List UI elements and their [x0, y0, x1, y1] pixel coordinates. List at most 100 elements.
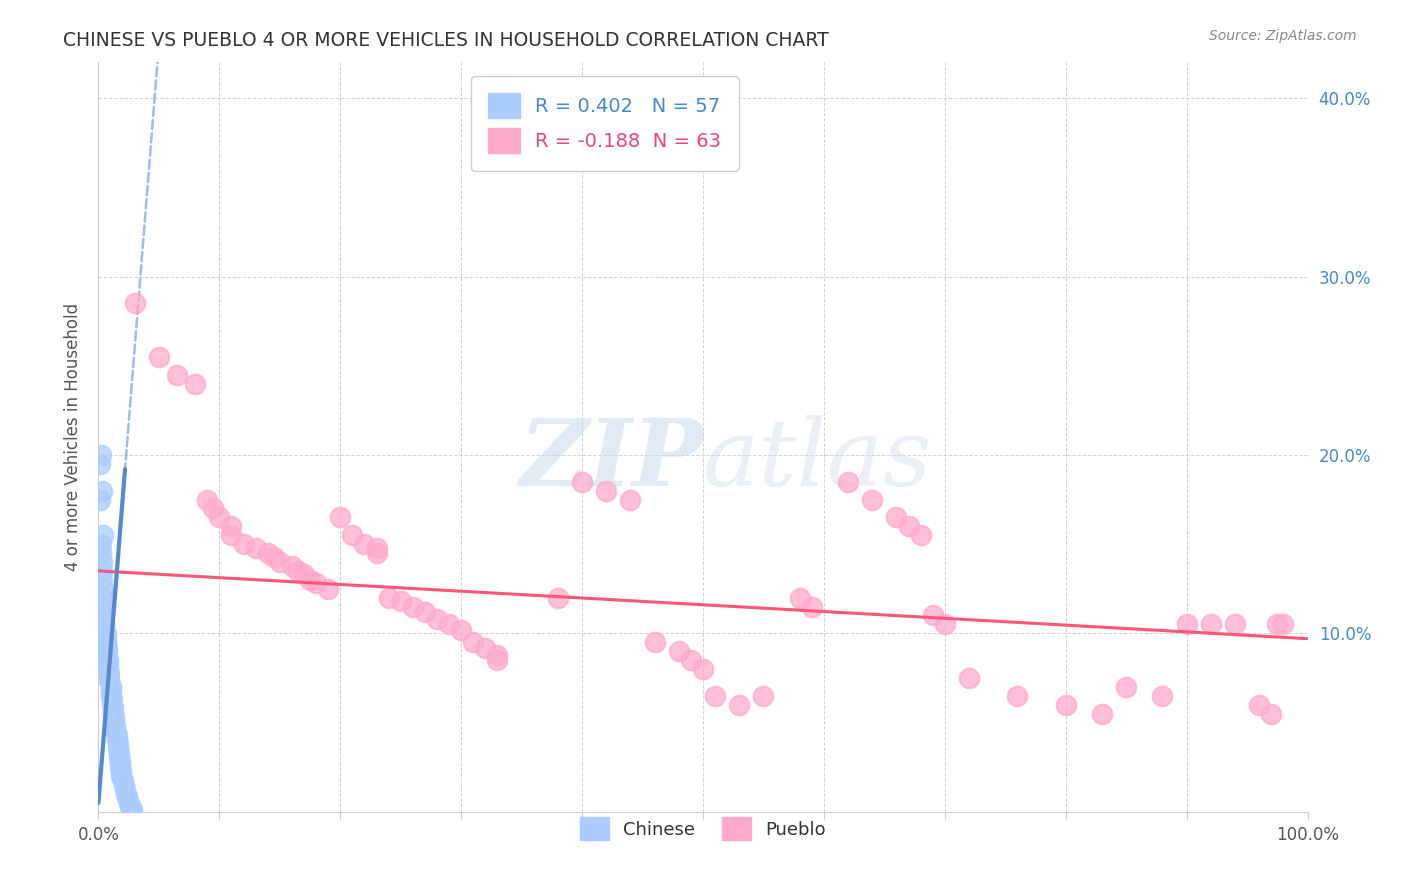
Point — [1054, 698, 1077, 712]
Point — [389, 594, 412, 608]
Point — [800, 599, 823, 614]
Point — [269, 555, 291, 569]
Point — [108, 755, 131, 769]
Point — [402, 599, 425, 614]
Point — [91, 582, 114, 596]
Point — [202, 501, 225, 516]
Point — [121, 803, 143, 817]
Point — [221, 528, 243, 542]
Point — [96, 640, 118, 655]
Point — [91, 564, 114, 578]
Point — [221, 519, 243, 533]
Point — [463, 635, 485, 649]
Point — [281, 558, 304, 573]
Point — [728, 698, 751, 712]
Point — [124, 296, 146, 310]
Point — [107, 742, 129, 756]
Point — [342, 528, 364, 542]
Point — [91, 591, 114, 605]
Point — [263, 549, 285, 564]
Point — [96, 644, 118, 658]
Text: ZIP: ZIP — [519, 415, 703, 505]
Point — [377, 591, 399, 605]
Point — [1091, 706, 1114, 721]
Point — [100, 692, 122, 706]
Point — [105, 733, 128, 747]
Point — [108, 746, 131, 760]
Point — [89, 457, 111, 471]
Point — [100, 680, 122, 694]
Point — [110, 764, 132, 778]
Point — [934, 617, 956, 632]
Point — [89, 492, 111, 507]
Point — [103, 715, 125, 730]
Point — [90, 546, 112, 560]
Legend: Chinese, Pueblo: Chinese, Pueblo — [572, 810, 834, 847]
Text: atlas: atlas — [703, 415, 932, 505]
Point — [117, 790, 139, 805]
Point — [1272, 617, 1295, 632]
Point — [256, 546, 278, 560]
Point — [120, 801, 142, 815]
Point — [103, 710, 125, 724]
Point — [100, 689, 122, 703]
Point — [789, 591, 811, 605]
Point — [1115, 680, 1137, 694]
Point — [115, 787, 138, 801]
Point — [619, 492, 641, 507]
Point — [110, 769, 132, 783]
Y-axis label: 4 or more Vehicles in Household: 4 or more Vehicles in Household — [65, 303, 83, 571]
Point — [97, 662, 120, 676]
Point — [305, 576, 328, 591]
Point — [107, 737, 129, 751]
Point — [353, 537, 375, 551]
Point — [860, 492, 883, 507]
Point — [111, 772, 134, 787]
Point — [98, 674, 121, 689]
Point — [366, 541, 388, 555]
Point — [957, 671, 980, 685]
Point — [910, 528, 932, 542]
Point — [366, 546, 388, 560]
Point — [886, 510, 908, 524]
Point — [547, 591, 569, 605]
Point — [96, 648, 118, 662]
Point — [208, 510, 231, 524]
Point — [93, 608, 115, 623]
Point — [91, 573, 114, 587]
Point — [91, 555, 114, 569]
Point — [1267, 617, 1289, 632]
Point — [98, 671, 121, 685]
Point — [195, 492, 218, 507]
Point — [897, 519, 920, 533]
Point — [679, 653, 702, 667]
Point — [101, 706, 124, 721]
Point — [94, 635, 117, 649]
Point — [112, 778, 135, 792]
Point — [571, 475, 593, 489]
Point — [450, 623, 472, 637]
Point — [93, 617, 115, 632]
Point — [97, 653, 120, 667]
Point — [232, 537, 254, 551]
Point — [98, 665, 121, 680]
Point — [90, 448, 112, 462]
Point — [1249, 698, 1271, 712]
Point — [486, 648, 509, 662]
Point — [1260, 706, 1282, 721]
Point — [668, 644, 690, 658]
Point — [1223, 617, 1246, 632]
Point — [692, 662, 714, 676]
Point — [105, 728, 128, 742]
Point — [91, 483, 114, 498]
Point — [108, 751, 131, 765]
Point — [100, 683, 122, 698]
Point — [704, 689, 727, 703]
Point — [94, 626, 117, 640]
Point — [1152, 689, 1174, 703]
Point — [114, 783, 136, 797]
Point — [184, 376, 207, 391]
Point — [752, 689, 775, 703]
Point — [437, 617, 460, 632]
Point — [104, 719, 127, 733]
